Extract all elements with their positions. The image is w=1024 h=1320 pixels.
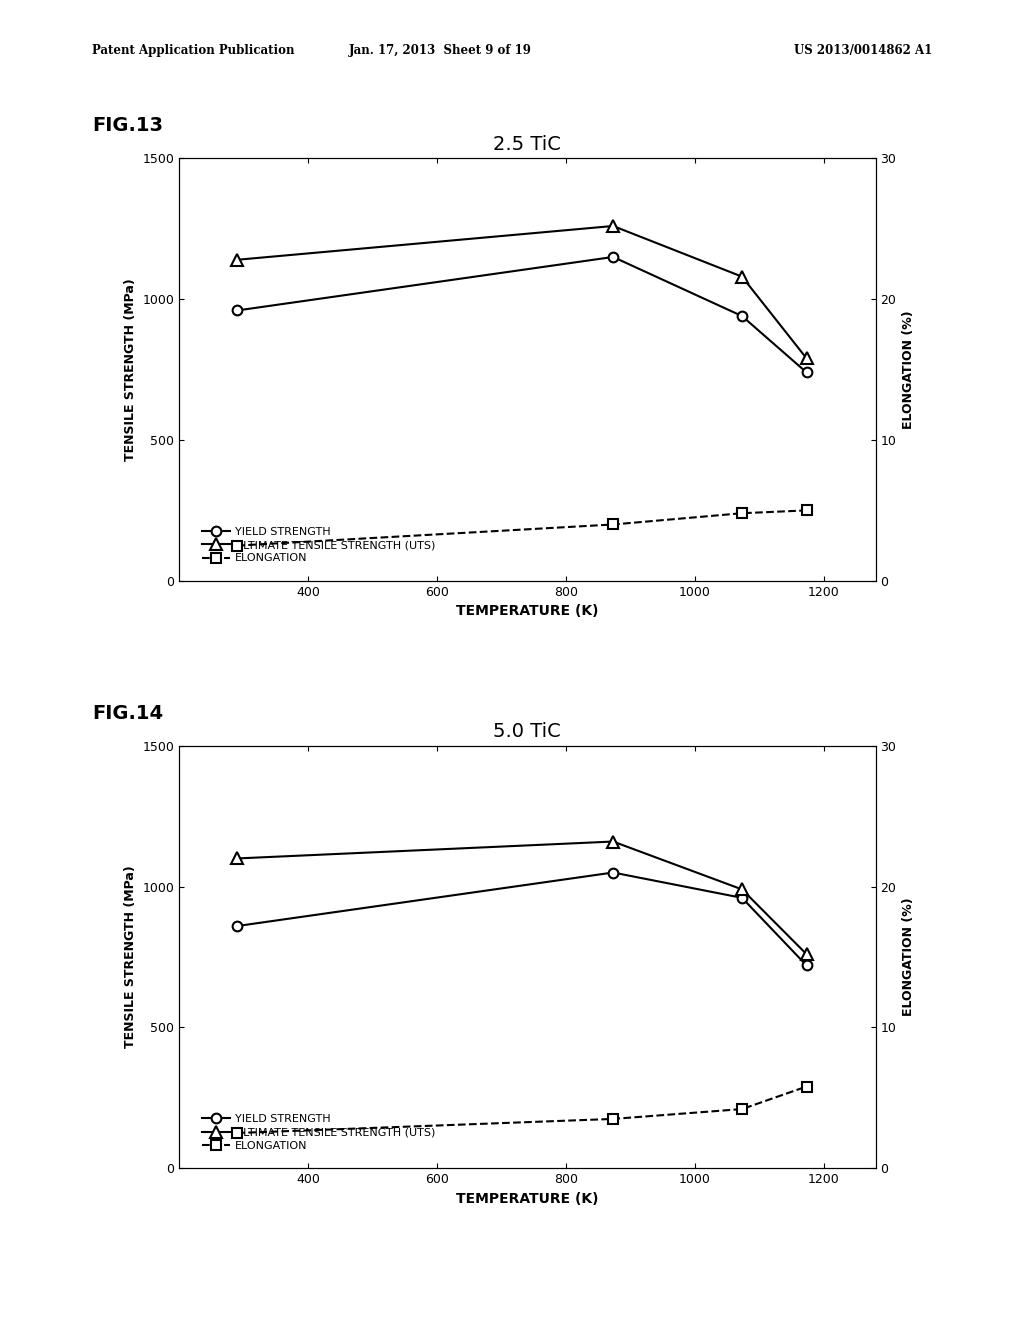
Y-axis label: TENSILE STRENGTH (MPa): TENSILE STRENGTH (MPa) bbox=[124, 279, 137, 461]
Text: US 2013/0014862 A1: US 2013/0014862 A1 bbox=[794, 44, 932, 57]
Legend: YIELD STRENGTH, ULTIMATE TENSILE STRENGTH (UTS), ELONGATION: YIELD STRENGTH, ULTIMATE TENSILE STRENGT… bbox=[199, 524, 439, 566]
Legend: YIELD STRENGTH, ULTIMATE TENSILE STRENGTH (UTS), ELONGATION: YIELD STRENGTH, ULTIMATE TENSILE STRENGT… bbox=[199, 1111, 439, 1154]
Y-axis label: ELONGATION (%): ELONGATION (%) bbox=[902, 310, 914, 429]
Y-axis label: ELONGATION (%): ELONGATION (%) bbox=[902, 898, 914, 1016]
X-axis label: TEMPERATURE (K): TEMPERATURE (K) bbox=[456, 605, 599, 618]
X-axis label: TEMPERATURE (K): TEMPERATURE (K) bbox=[456, 1192, 599, 1205]
Text: FIG.13: FIG.13 bbox=[92, 116, 163, 135]
Title: 5.0 TiC: 5.0 TiC bbox=[494, 722, 561, 742]
Text: FIG.14: FIG.14 bbox=[92, 704, 163, 722]
Y-axis label: TENSILE STRENGTH (MPa): TENSILE STRENGTH (MPa) bbox=[124, 866, 137, 1048]
Text: Jan. 17, 2013  Sheet 9 of 19: Jan. 17, 2013 Sheet 9 of 19 bbox=[349, 44, 531, 57]
Title: 2.5 TiC: 2.5 TiC bbox=[494, 135, 561, 154]
Text: Patent Application Publication: Patent Application Publication bbox=[92, 44, 295, 57]
